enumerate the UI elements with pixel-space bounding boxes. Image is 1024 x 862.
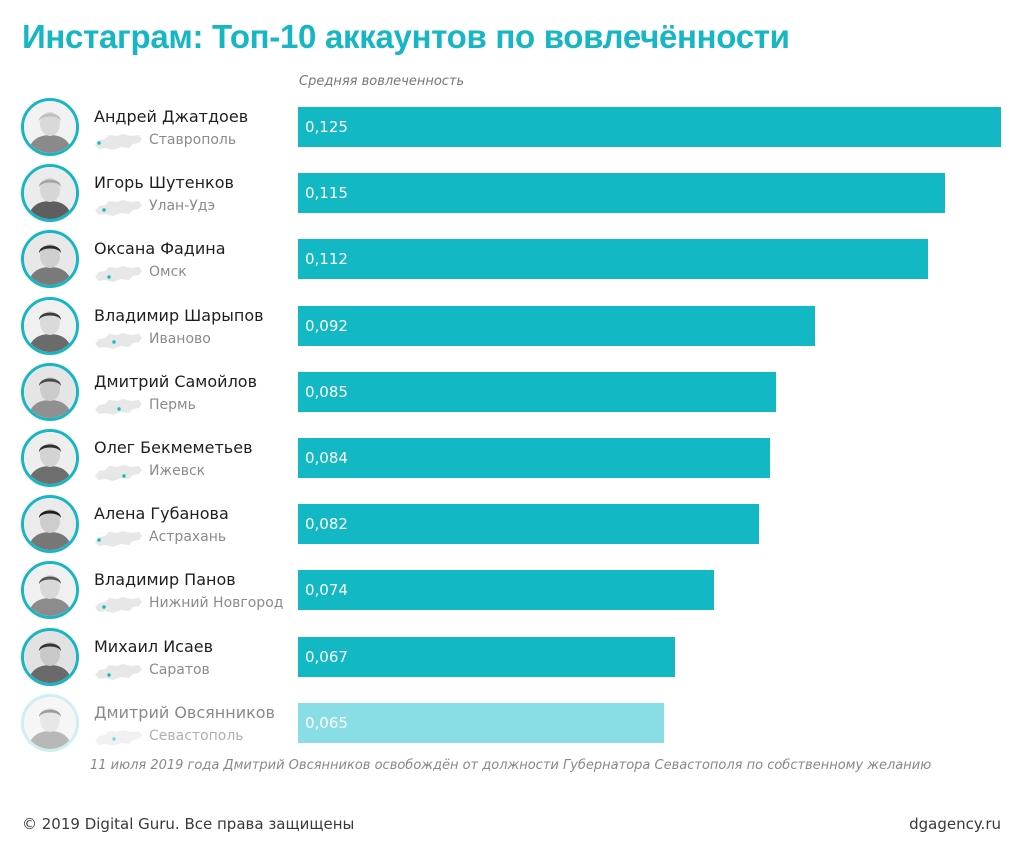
chart-row: Дмитрий Самойлов Пермь 0,085 <box>0 360 1024 426</box>
data-label: 0,065 <box>305 713 348 732</box>
person-photo-icon <box>21 362 79 421</box>
russia-map-icon <box>93 594 143 616</box>
bar: 0,067 <box>298 636 675 677</box>
data-label: 0,112 <box>305 250 348 269</box>
data-label: 0,085 <box>305 382 348 401</box>
category-label: Оксана Фадина <box>94 239 226 259</box>
category-label: Олег Бекмеметьев <box>94 438 253 457</box>
russia-map-icon <box>93 330 143 352</box>
russia-map-icon <box>93 727 143 749</box>
site-link[interactable]: dgagency.ru <box>909 815 1001 833</box>
data-label: 0,092 <box>305 316 348 335</box>
person-photo-icon <box>21 164 79 223</box>
russia-map-icon <box>93 263 143 285</box>
person-photo-icon <box>21 98 79 156</box>
chart-row: Игорь Шутенков Улан-Удэ 0,115 <box>0 161 1024 227</box>
person-photo-icon <box>21 495 79 554</box>
category-label: Дмитрий Овсянников <box>94 702 275 722</box>
data-label: 0,082 <box>305 515 348 534</box>
chart-row: Владимир Шарыпов Иваново 0,092 <box>0 294 1024 360</box>
data-label: 0,115 <box>305 184 348 203</box>
person-photo-icon <box>21 230 79 289</box>
bar: 0,112 <box>298 239 928 280</box>
city-label: Саратов <box>149 661 210 678</box>
chart-row: Алена Губанова Астрахань 0,082 <box>0 492 1024 558</box>
bar: 0,085 <box>298 371 776 412</box>
chart-row: Оксана Фадина Омск 0,112 <box>0 227 1024 293</box>
category-label: Дмитрий Самойлов <box>94 371 258 391</box>
category-label: Игорь Шутенков <box>94 173 234 193</box>
city-label: Иваново <box>149 330 211 347</box>
copyright: © 2019 Digital Guru. Все права защищены <box>22 815 355 833</box>
bar: 0,125 <box>298 107 1001 147</box>
bar: 0,115 <box>298 173 945 214</box>
city-label: Ижевск <box>149 463 206 479</box>
person-photo-icon <box>21 627 79 686</box>
chart-row: Владимир Панов Нижний Новгород 0,074 <box>0 558 1024 624</box>
footnote: 11 июля 2019 года Дмитрий Овсянников осв… <box>90 758 932 773</box>
russia-map-icon <box>93 396 143 418</box>
chart-row: Андрей Джатдоев Ставрополь 0,125 <box>0 95 1024 161</box>
russia-map-icon <box>93 197 143 219</box>
category-label: Андрей Джатдоев <box>94 107 249 126</box>
bar: 0,065 <box>298 702 664 743</box>
category-label: Алена Губанова <box>94 504 229 524</box>
data-label: 0,084 <box>305 449 348 467</box>
bar: 0,084 <box>298 438 770 478</box>
russia-map-icon <box>93 462 143 484</box>
x-axis-label: Средняя вовлеченность <box>299 74 465 89</box>
city-label: Улан-Удэ <box>149 198 216 215</box>
city-label: Нижний Новгород <box>149 595 284 612</box>
city-label: Омск <box>149 264 187 281</box>
chart-row: Олег Бекмеметьев Ижевск 0,084 <box>0 426 1024 492</box>
city-label: Астрахань <box>149 529 227 546</box>
russia-map-icon <box>93 131 143 153</box>
city-label: Пермь <box>149 396 196 413</box>
russia-map-icon <box>93 528 143 550</box>
person-photo-icon <box>21 296 79 355</box>
person-photo-icon <box>21 693 79 752</box>
person-photo-icon <box>21 561 79 620</box>
chart-title: Инстаграм: Топ-10 аккаунтов по вовлечённ… <box>22 18 790 55</box>
russia-map-icon <box>93 661 143 683</box>
city-label: Ставрополь <box>149 132 237 148</box>
bar: 0,074 <box>298 570 714 611</box>
city-label: Севастополь <box>149 727 244 744</box>
data-label: 0,125 <box>305 118 348 136</box>
chart-row: Дмитрий Овсянников Севастополь 0,065 <box>0 691 1024 757</box>
bar: 0,082 <box>298 504 759 545</box>
data-label: 0,074 <box>305 581 348 600</box>
chart-row: Михаил Исаев Саратов 0,067 <box>0 625 1024 691</box>
bar: 0,092 <box>298 305 815 346</box>
category-label: Михаил Исаев <box>94 636 214 656</box>
data-label: 0,067 <box>305 647 348 666</box>
category-label: Владимир Шарыпов <box>94 305 264 325</box>
person-photo-icon <box>21 429 79 487</box>
category-label: Владимир Панов <box>94 570 236 590</box>
